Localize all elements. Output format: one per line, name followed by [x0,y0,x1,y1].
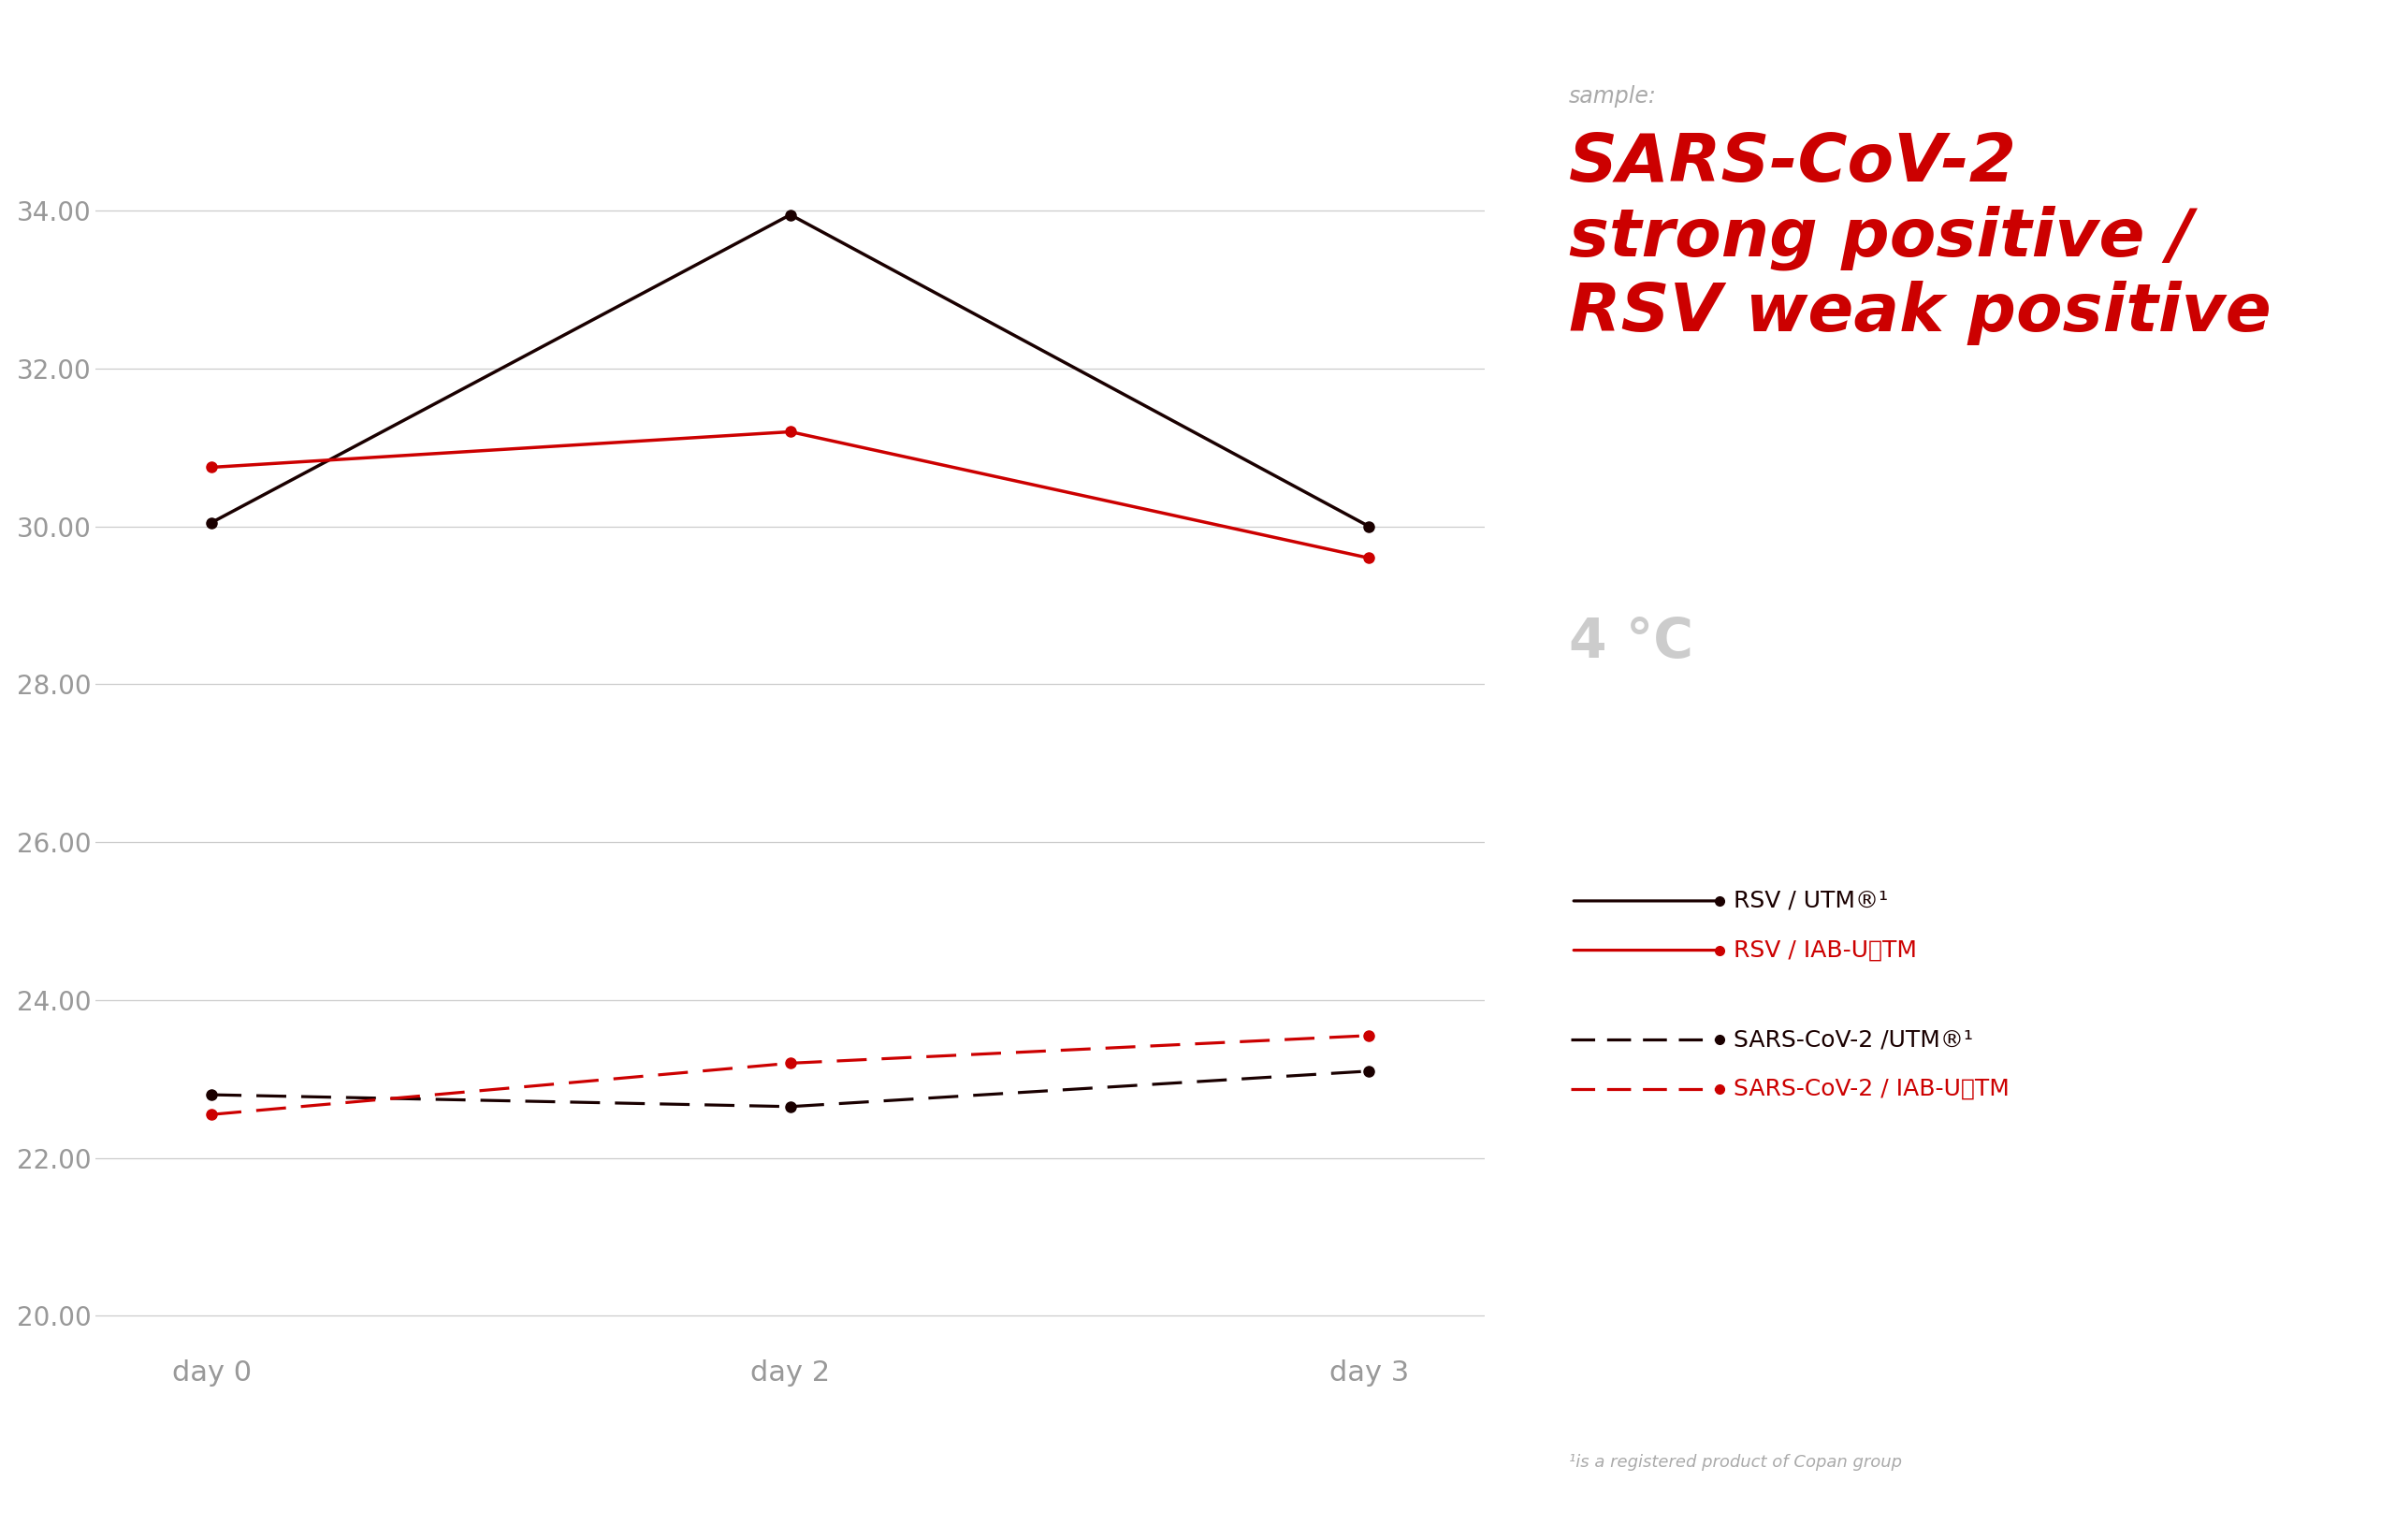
Text: SARS-CoV-2
strong positive /
RSV weak positive: SARS-CoV-2 strong positive / RSV weak po… [1569,131,2270,345]
Text: sample:: sample: [1569,85,1657,108]
Text: SARS-CoV-2 /UTM®¹: SARS-CoV-2 /UTM®¹ [1734,1029,1973,1050]
Text: ¹is a registered product of Copan group: ¹is a registered product of Copan group [1569,1454,1902,1471]
Text: SARS-CoV-2 / IAB-UⓂTM: SARS-CoV-2 / IAB-UⓂTM [1734,1078,2009,1100]
Text: RSV / UTM®¹: RSV / UTM®¹ [1734,890,1890,912]
Text: 4 °C: 4 °C [1569,616,1693,670]
Text: RSV / IAB-UⓂTM: RSV / IAB-UⓂTM [1734,939,1918,961]
